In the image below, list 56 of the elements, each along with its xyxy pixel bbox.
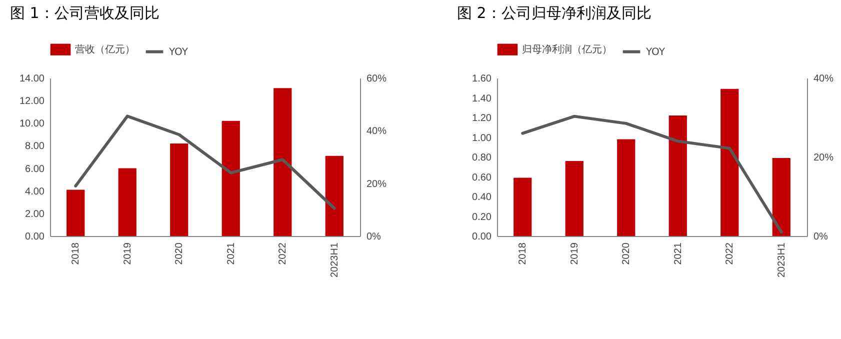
bar bbox=[222, 120, 240, 236]
bar bbox=[118, 168, 136, 236]
x-tick-label: 2019 bbox=[122, 242, 134, 265]
x-tick-label: 2021 bbox=[672, 242, 684, 265]
y-tick-label: 10.00 bbox=[19, 118, 45, 130]
y2-tick-label: 20% bbox=[814, 152, 834, 164]
bar bbox=[565, 160, 584, 236]
y-tick-label: 6.00 bbox=[25, 164, 45, 175]
legend-label: 归母净利润（亿元） bbox=[522, 44, 612, 56]
y2-tick-label: 20% bbox=[366, 178, 387, 190]
line-series bbox=[521, 114, 783, 234]
bar bbox=[274, 88, 292, 236]
y-tick-label: 0.00 bbox=[25, 232, 45, 242]
x-tick-label: 2021 bbox=[226, 242, 237, 265]
y2-tick-label: 40% bbox=[366, 126, 387, 138]
chart-title: 图 1：公司营收及同比 bbox=[10, 4, 160, 22]
y2-tick-label: 60% bbox=[366, 74, 387, 84]
y-tick-label: 14.00 bbox=[19, 74, 45, 84]
bar bbox=[66, 190, 85, 236]
x-tick-label: 2020 bbox=[174, 242, 186, 265]
y2-tick-label: 0% bbox=[814, 232, 828, 242]
bar bbox=[772, 158, 790, 236]
bar bbox=[170, 143, 188, 236]
y2-tick-label: 0% bbox=[366, 232, 382, 242]
y-tick-label: 0.40 bbox=[472, 192, 492, 203]
bar bbox=[617, 139, 636, 236]
legend-label: 营收（亿元） bbox=[75, 44, 135, 56]
x-tick-label: 2023H1 bbox=[329, 242, 340, 278]
y-tick-label: 12.00 bbox=[19, 96, 45, 108]
bar bbox=[668, 116, 687, 236]
y-tick-label: 2.00 bbox=[25, 208, 45, 220]
x-tick-label: 2022 bbox=[278, 242, 289, 265]
bar bbox=[514, 178, 532, 236]
x-tick-label: 2022 bbox=[724, 242, 736, 265]
legend-label: YOY bbox=[645, 46, 666, 58]
x-tick-label: 2018 bbox=[518, 242, 529, 265]
line-series bbox=[74, 114, 336, 210]
y-tick-label: 0.00 bbox=[472, 232, 492, 242]
y-tick-label: 4.00 bbox=[25, 186, 45, 198]
y-tick-label: 8.00 bbox=[25, 141, 45, 152]
x-tick-label: 2018 bbox=[70, 242, 82, 265]
y-tick-label: 1.00 bbox=[472, 132, 492, 144]
y-tick-label: 0.20 bbox=[472, 212, 492, 223]
x-tick-label: 2020 bbox=[621, 242, 632, 265]
y-tick-label: 1.40 bbox=[472, 93, 492, 104]
y2-tick-label: 40% bbox=[814, 74, 834, 84]
y-tick-label: 1.20 bbox=[472, 113, 492, 124]
x-tick-label: 2023H1 bbox=[776, 242, 788, 278]
chart-title: 图 2：公司归母净利润及同比 bbox=[457, 4, 652, 22]
y-tick-label: 0.60 bbox=[472, 172, 492, 184]
y-tick-label: 1.60 bbox=[472, 74, 492, 84]
bar bbox=[720, 88, 739, 236]
y-tick-label: 0.80 bbox=[472, 152, 492, 164]
bar bbox=[325, 156, 344, 236]
x-tick-label: 2019 bbox=[569, 242, 580, 265]
legend-label: YOY bbox=[168, 46, 189, 58]
